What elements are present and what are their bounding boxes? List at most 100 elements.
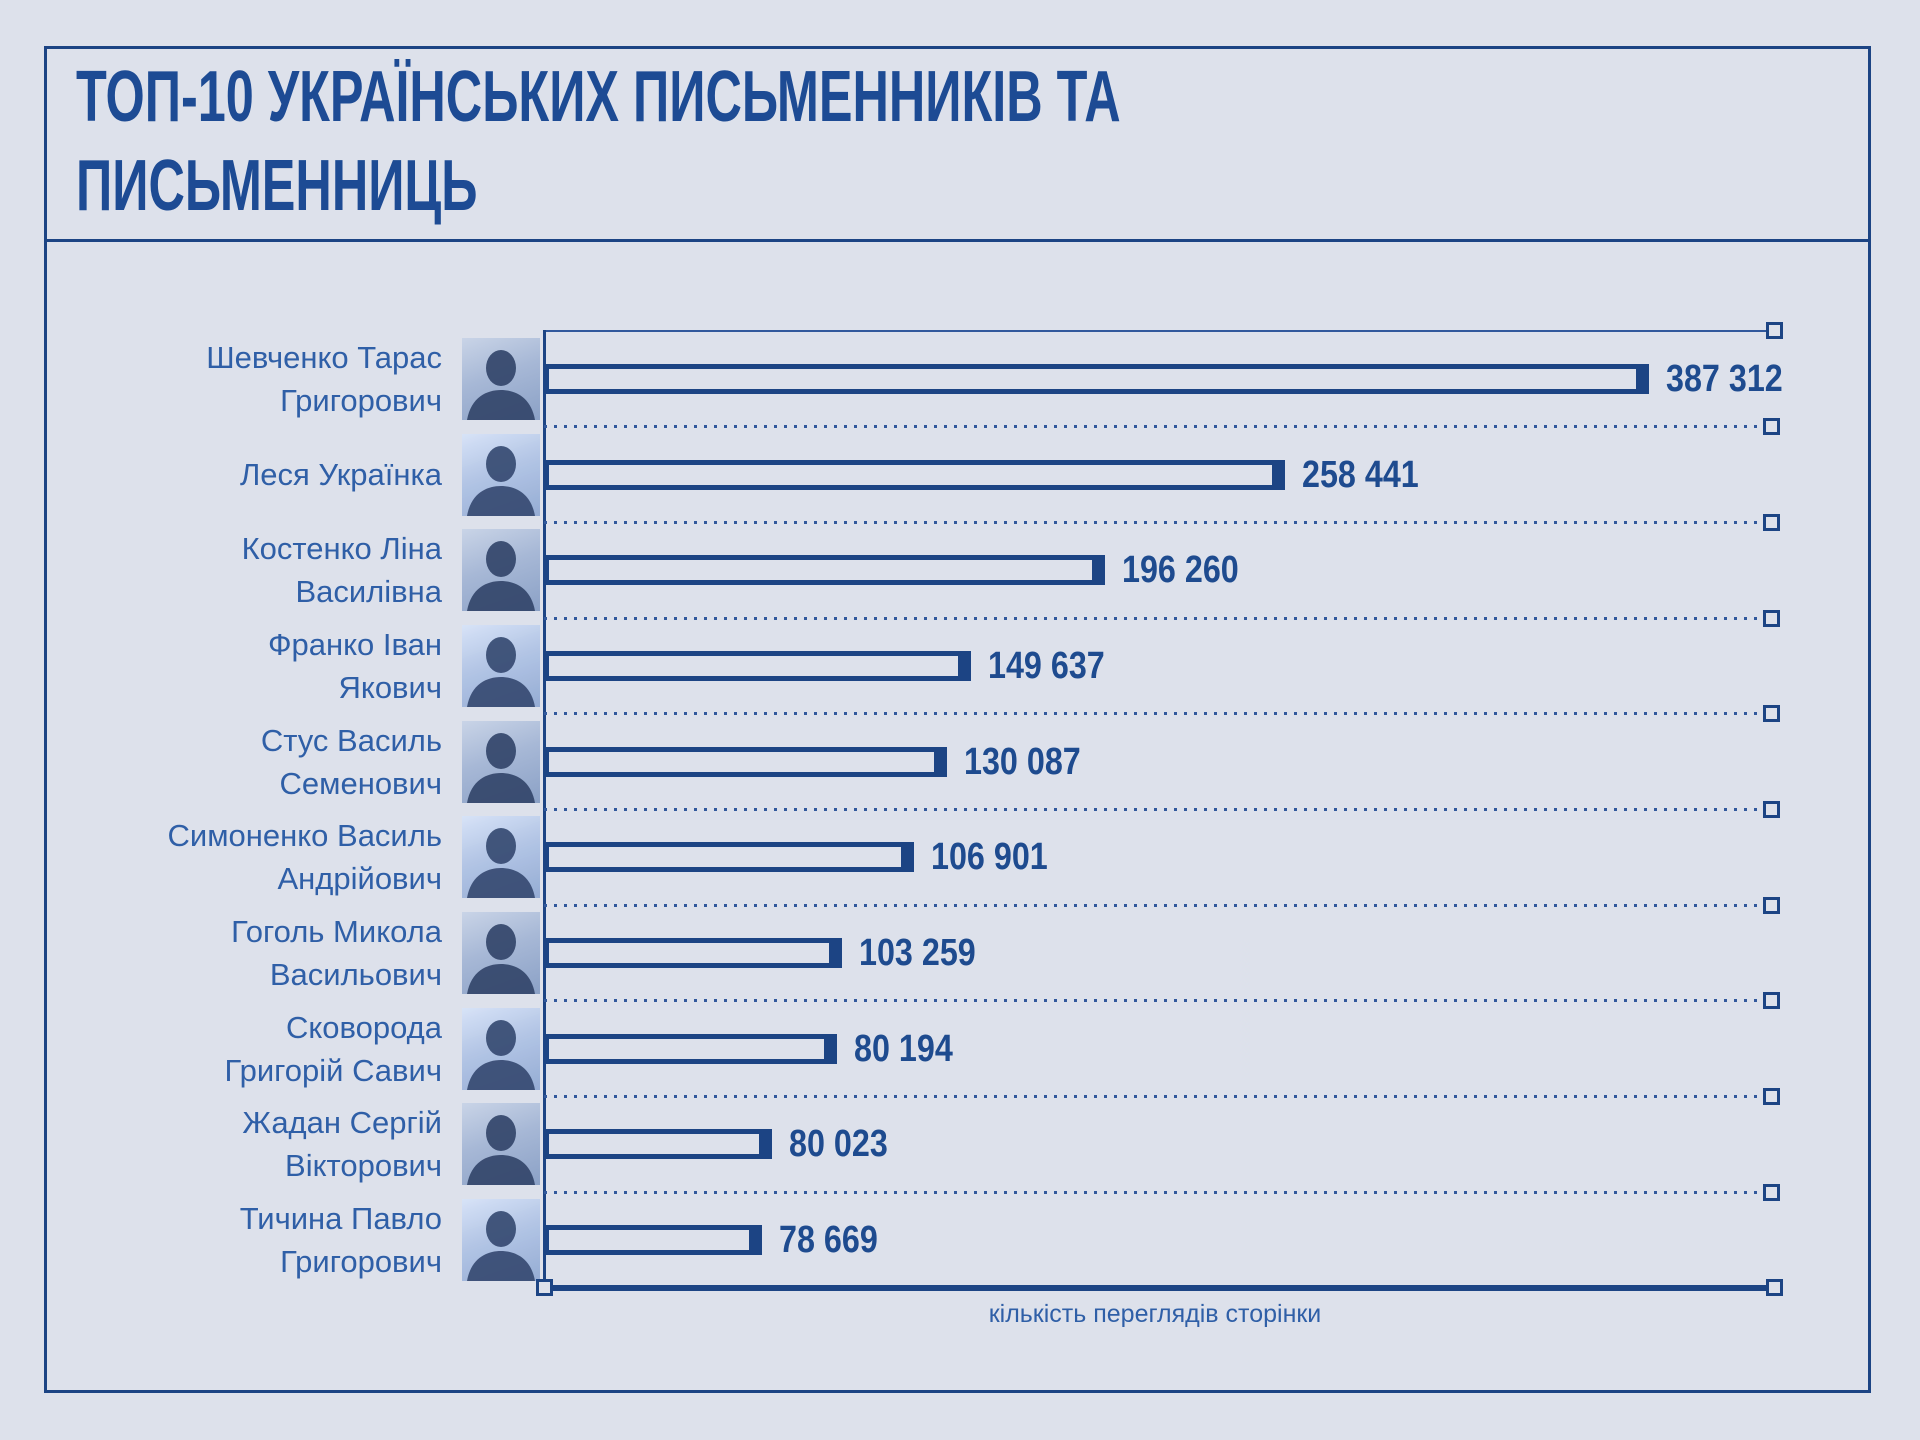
row-separator-dotted-line <box>544 800 1780 818</box>
separator-end-square <box>1763 800 1780 818</box>
writer-name-label: Сковорода Григорій Савич <box>0 1001 442 1097</box>
writer-name-label: Стус Василь Семенович <box>0 714 442 810</box>
value-bar <box>544 1129 772 1160</box>
person-silhouette-icon <box>467 541 535 612</box>
writer-name-line-2: Григорович <box>280 1244 442 1280</box>
page-title-line-2: ПИСЬМЕННИЦЬ <box>76 146 478 226</box>
writer-name-line-1: Тичина Павло <box>239 1201 442 1237</box>
writer-name-label: Костенко Ліна Василівна <box>0 522 442 618</box>
chart-row: Гоголь Микола Васильович 103 259 <box>0 905 1920 1010</box>
plot-top-boundary-line <box>544 330 1766 332</box>
writer-portrait-image <box>462 1103 540 1186</box>
value-bar <box>544 650 971 681</box>
separator-end-square <box>1763 896 1780 914</box>
page-title: ТОП-10 УКРАЇНСЬКИХ ПИСЬМЕННИКІВ ТА ПИСЬМ… <box>76 53 1121 231</box>
writer-name-label: Тичина Павло Григорович <box>0 1192 442 1288</box>
writer-name-line-1: Сковорода <box>285 1009 442 1045</box>
writer-name-line-2: Семенович <box>279 765 442 801</box>
value-bar <box>544 746 948 777</box>
row-separator-dotted-line <box>544 513 1780 531</box>
writer-name-line-2: Васильович <box>269 957 442 993</box>
person-silhouette-icon <box>467 828 535 899</box>
chart-row: Шевченко Тарас Григорович 387 312 <box>0 331 1920 436</box>
value-bar <box>544 459 1286 490</box>
chart-row: Стус Василь Семенович 130 087 <box>0 714 1920 818</box>
writer-name-line-1: Стус Василь <box>260 722 442 758</box>
value-label: 130 087 <box>964 740 1082 783</box>
value-label: 196 260 <box>1122 549 1240 592</box>
chart-row: Симоненко Василь Андрійович 106 901 <box>0 810 1920 914</box>
writer-name-label: Гоголь Микола Васильович <box>0 905 442 1001</box>
person-silhouette-icon <box>467 924 535 995</box>
chart-row: Тичина Павло Григорович 78 669 <box>0 1192 1920 1288</box>
chart-row: Костенко Ліна Василівна 196 260 <box>0 522 1920 627</box>
chart-row: Жадан Сергій Вікторович 80 023 <box>0 1097 1920 1201</box>
writer-name-label: Симоненко Василь Андрійович <box>0 810 442 906</box>
title-divider-line <box>44 239 1871 242</box>
writer-portrait-image <box>462 912 540 995</box>
person-silhouette-icon <box>467 636 535 707</box>
person-silhouette-icon <box>467 1115 535 1186</box>
separator-end-square <box>1763 992 1780 1010</box>
row-separator-dotted-line <box>544 1183 1780 1201</box>
row-separator-dotted-line <box>544 705 1780 723</box>
writer-portrait-image <box>462 816 540 899</box>
value-label: 258 441 <box>1302 453 1420 496</box>
chart-row: Франко Іван Якович 149 637 <box>0 618 1920 723</box>
writer-name-label: Франко Іван Якович <box>0 618 442 714</box>
writer-name-line-2: Григорович <box>280 382 442 418</box>
row-separator-dotted-line <box>544 992 1780 1010</box>
writer-portrait-image <box>462 529 540 612</box>
x-axis-end-square <box>1766 1279 1783 1296</box>
row-separator-dotted-line <box>544 1088 1780 1106</box>
writer-name-line-1: Франко Іван <box>267 626 442 662</box>
person-silhouette-icon <box>467 1019 535 1090</box>
writer-name-label: Шевченко Тарас Григорович <box>0 331 442 427</box>
writer-name-line-2: Григорій Савич <box>224 1052 442 1088</box>
page-title-line-1: ТОП-10 УКРАЇНСЬКИХ ПИСЬМЕННИКІВ ТА <box>76 57 1121 137</box>
value-bar <box>544 555 1106 586</box>
separator-end-square <box>1763 609 1780 627</box>
x-axis-line <box>544 1285 1766 1291</box>
value-bar <box>544 938 843 969</box>
separator-end-square <box>1763 705 1780 723</box>
writer-name-line-2: Якович <box>338 669 442 705</box>
writer-portrait-image <box>462 720 540 803</box>
writer-name-line-1: Шевченко Тарас <box>206 339 442 375</box>
value-label: 149 637 <box>987 644 1105 687</box>
value-label: 80 194 <box>853 1027 953 1070</box>
chart-row: Леся Українка 258 441 <box>0 427 1920 531</box>
writer-name-label: Леся Українка <box>0 427 442 523</box>
separator-end-square <box>1763 418 1780 436</box>
writer-portrait-image <box>462 337 540 420</box>
writer-portrait-image <box>462 433 540 516</box>
person-silhouette-icon <box>467 349 535 420</box>
value-bar <box>544 363 1649 394</box>
value-label: 80 023 <box>788 1123 888 1166</box>
value-label: 103 259 <box>859 932 977 975</box>
value-bar <box>544 1033 837 1064</box>
row-separator-dotted-line <box>544 609 1780 627</box>
row-separator-dotted-line <box>544 418 1780 436</box>
value-bar <box>544 1225 762 1256</box>
top-line-end-square <box>1766 322 1783 339</box>
writer-name-line-2: Вікторович <box>285 1148 442 1184</box>
value-label: 106 901 <box>931 836 1048 879</box>
writer-name-line-1: Леся Українка <box>239 457 442 493</box>
value-bar <box>544 842 915 873</box>
writer-name-label: Жадан Сергій Вікторович <box>0 1097 442 1193</box>
separator-end-square <box>1763 1183 1780 1201</box>
writer-portrait-image <box>462 624 540 707</box>
value-label: 78 669 <box>778 1219 878 1262</box>
person-silhouette-icon <box>467 1211 535 1282</box>
value-label: 387 312 <box>1666 357 1783 400</box>
person-silhouette-icon <box>467 732 535 803</box>
writer-portrait-image <box>462 1199 540 1282</box>
x-axis-origin-square <box>536 1279 553 1296</box>
writer-name-line-1: Жадан Сергій <box>242 1105 442 1141</box>
writer-name-line-1: Костенко Ліна <box>241 531 442 567</box>
writer-name-line-2: Андрійович <box>277 861 442 897</box>
writer-name-line-2: Василівна <box>295 574 442 610</box>
separator-end-square <box>1763 513 1780 531</box>
